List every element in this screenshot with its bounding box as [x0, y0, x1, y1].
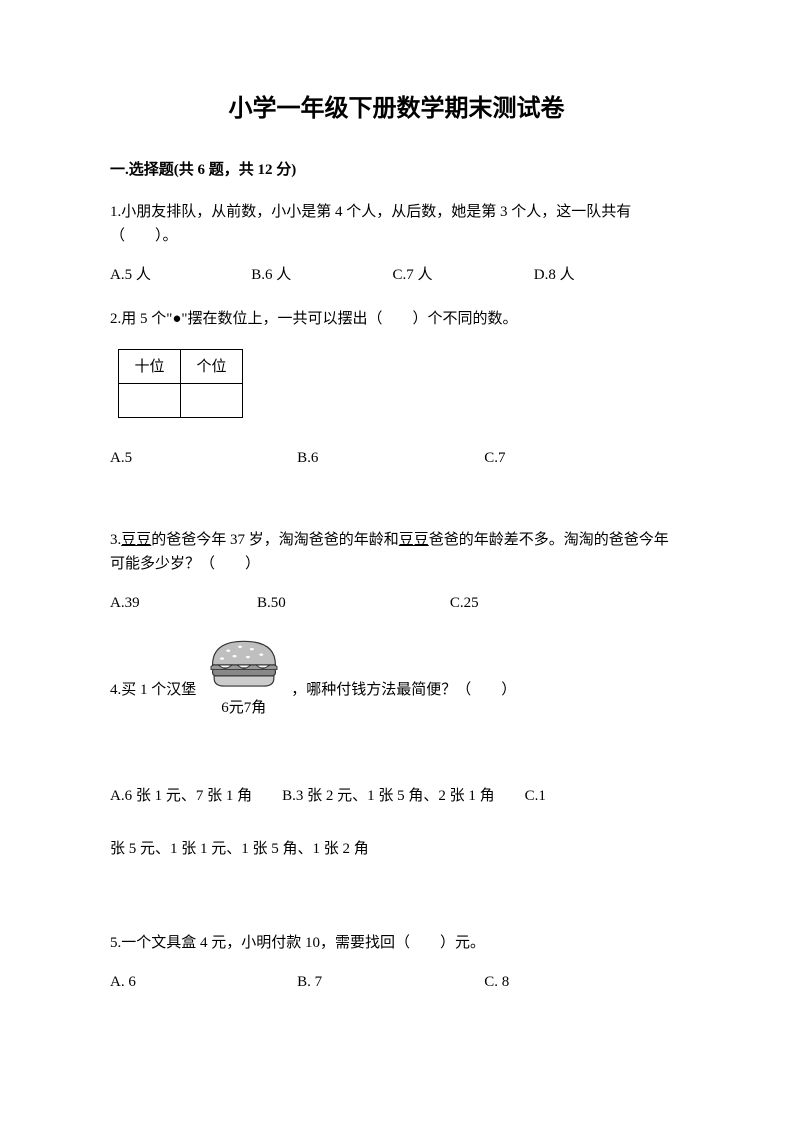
q2-option-a: A.5: [110, 446, 293, 470]
q2-option-b: B.6: [297, 446, 480, 470]
question-2-options: A.5 B.6 C.7: [110, 446, 683, 470]
q5-option-c: C. 8: [484, 970, 667, 994]
table-cell-ones: [181, 384, 243, 418]
q1-option-c: C.7 人: [393, 263, 531, 287]
q4-option-b: B.3 张 2 元、1 张 5 角、2 张 1 角: [282, 788, 495, 804]
table-header-tens: 十位: [119, 350, 181, 384]
q3-option-a: A.39: [110, 591, 253, 615]
question-3: 3.豆豆的爸爸今年 37 岁，淘淘爸爸的年龄和豆豆爸爸的年龄差不多。淘淘的爸爸今…: [110, 528, 683, 615]
question-1-options: A.5 人 B.6 人 C.7 人 D.8 人: [110, 263, 683, 287]
q4-text-after: ，哪种付钱方法最简便？（ ）: [291, 678, 516, 720]
question-2-text: 2.用 5 个"●"摆在数位上，一共可以摆出（ ）个不同的数。: [110, 307, 683, 331]
q3-option-b: B.50: [257, 591, 446, 615]
q3-option-c: C.25: [450, 591, 679, 615]
question-5: 5.一个文具盒 4 元，小明付款 10，需要找回（ ）元。 A. 6 B. 7 …: [110, 931, 683, 994]
q3-underline-2: 豆豆: [399, 532, 429, 548]
q4-option-a: A.6 张 1 元、7 张 1 角: [110, 788, 252, 804]
q1-option-a: A.5 人: [110, 263, 248, 287]
question-5-text: 5.一个文具盒 4 元，小明付款 10，需要找回（ ）元。: [110, 931, 683, 955]
hamburger-image-container: 6元7角: [196, 635, 291, 720]
hamburger-icon: [204, 635, 284, 690]
q4-text-before: 4.买 1 个汉堡: [110, 678, 196, 720]
question-2: 2.用 5 个"●"摆在数位上，一共可以摆出（ ）个不同的数。 十位 个位 A.…: [110, 307, 683, 470]
q4-option-c-part1: C.1: [525, 788, 546, 804]
q1-option-b: B.6 人: [251, 263, 389, 287]
q3-mid1: 的爸爸今年 37 岁，淘淘爸爸的年龄和: [151, 532, 399, 548]
q1-option-d: D.8 人: [534, 263, 672, 287]
q3-underline-1: 豆豆: [121, 532, 151, 548]
q5-option-b: B. 7: [297, 970, 480, 994]
section-1-header: 一.选择题(共 6 题，共 12 分): [110, 158, 683, 182]
q3-prefix: 3.: [110, 532, 121, 548]
page-title: 小学一年级下册数学期末测试卷: [110, 90, 683, 128]
q4-option-c-part2: 张 5 元、1 张 1 元、1 张 5 角、1 张 2 角: [110, 841, 369, 857]
question-1: 1.小朋友排队，从前数，小小是第 4 个人，从后数，她是第 3 个人，这一队共有…: [110, 200, 683, 287]
q5-option-a: A. 6: [110, 970, 293, 994]
question-3-options: A.39 B.50 C.25: [110, 591, 683, 615]
hamburger-price: 6元7角: [196, 696, 291, 720]
question-4-options: A.6 张 1 元、7 张 1 角 B.3 张 2 元、1 张 5 角、2 张 …: [110, 770, 683, 875]
q2-option-c: C.7: [484, 446, 667, 470]
table-cell-tens: [119, 384, 181, 418]
place-value-table: 十位 个位: [118, 349, 243, 418]
table-header-ones: 个位: [181, 350, 243, 384]
question-3-text: 3.豆豆的爸爸今年 37 岁，淘淘爸爸的年龄和豆豆爸爸的年龄差不多。淘淘的爸爸今…: [110, 528, 683, 576]
question-4: 4.买 1 个汉堡 6元7角 ，哪种付钱方法: [110, 635, 683, 875]
question-5-options: A. 6 B. 7 C. 8: [110, 970, 683, 994]
question-1-text: 1.小朋友排队，从前数，小小是第 4 个人，从后数，她是第 3 个人，这一队共有…: [110, 200, 683, 248]
